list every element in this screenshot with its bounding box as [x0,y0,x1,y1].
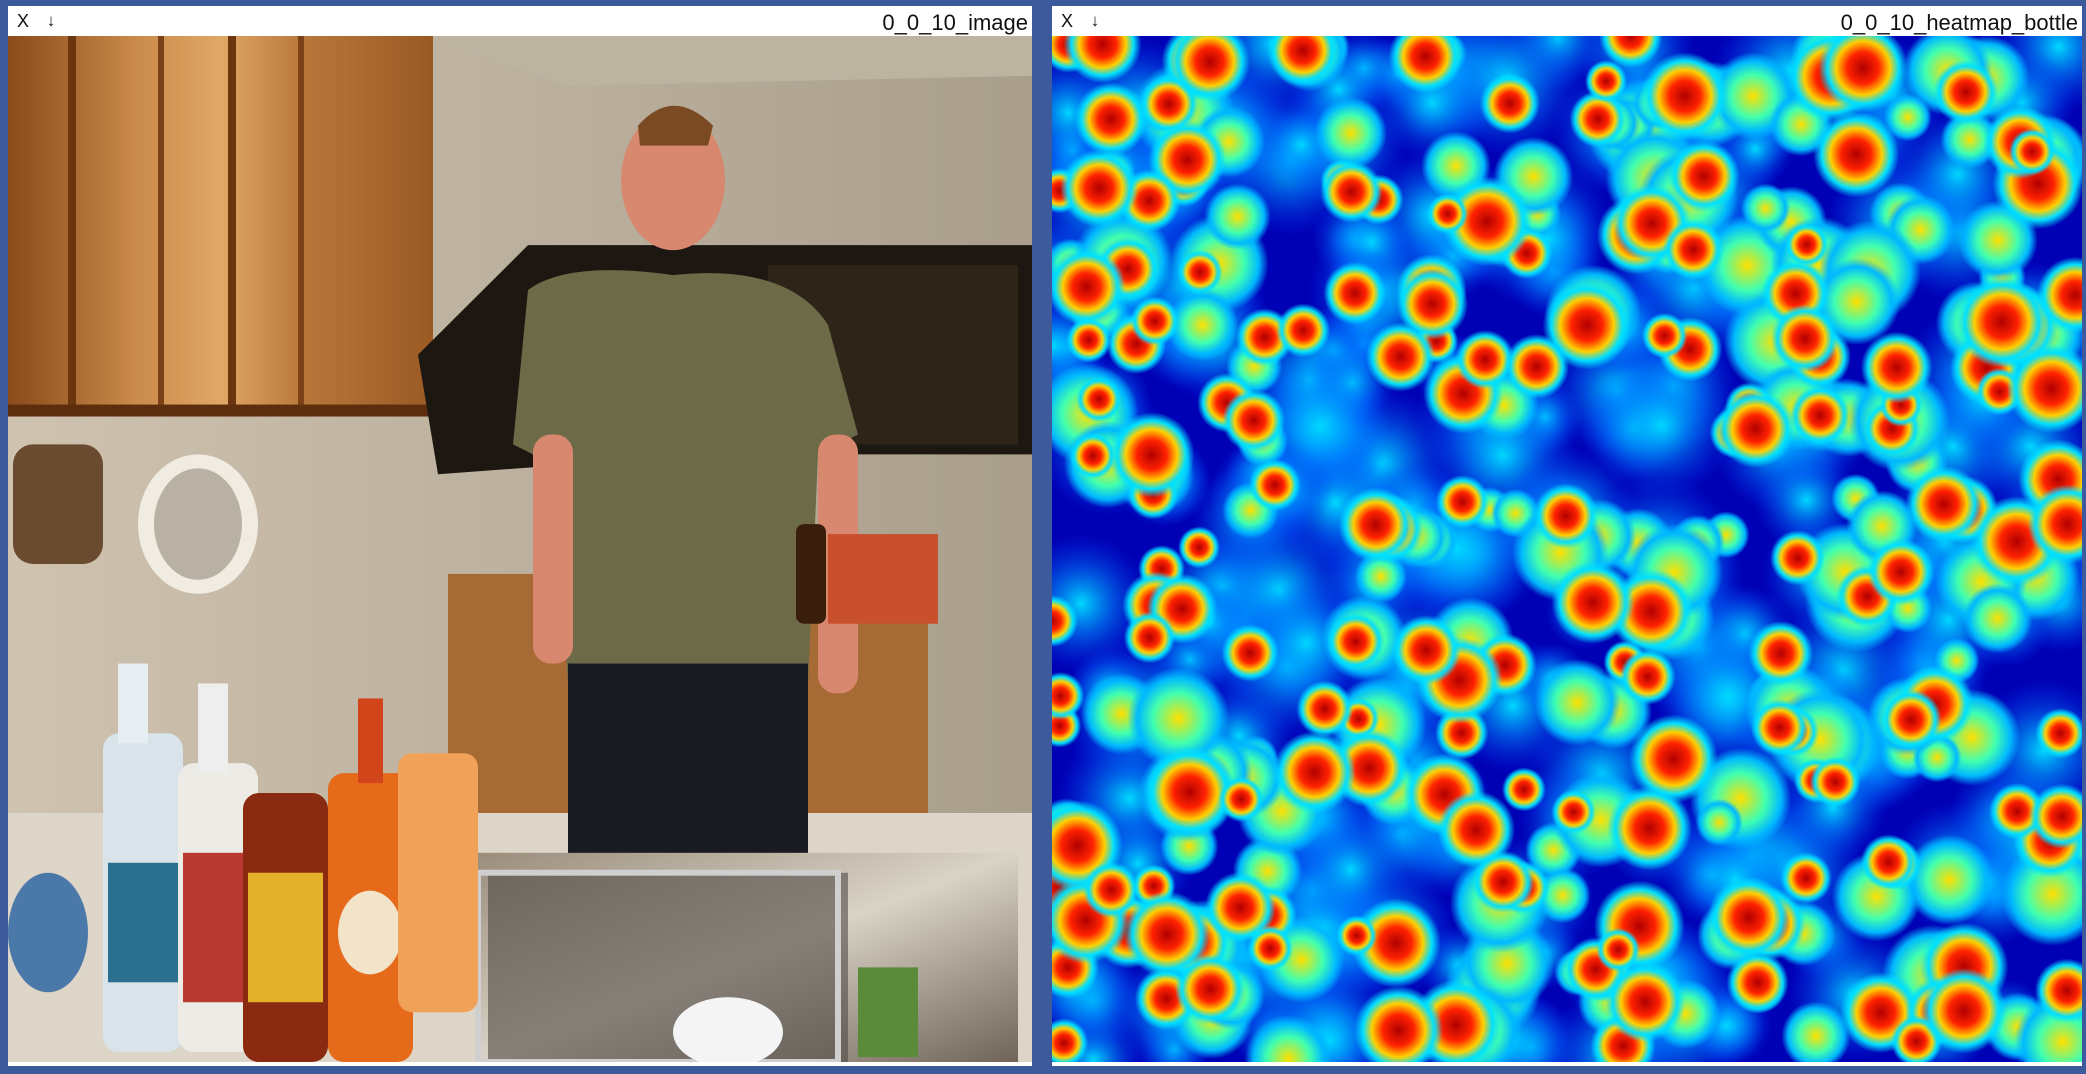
window-titlebar: X ↓ 0_0_10_image [8,6,1032,36]
bottle-heatmap [1052,36,2082,1062]
window-title: 0_0_10_heatmap_bottle [1840,10,2078,35]
close-button[interactable]: X [1060,10,1073,31]
save-button[interactable]: ↓ [1090,11,1100,30]
window-titlebar: X ↓ 0_0_10_heatmap_bottle [1052,6,2082,36]
heatmap-window: X ↓ 0_0_10_heatmap_bottle [1052,6,2082,1066]
kitchen-photo [8,36,1032,1062]
image-window: X ↓ 0_0_10_image [8,6,1032,1066]
window-title: 0_0_10_image [882,10,1028,35]
heatmap-view [1052,36,2082,1062]
save-button[interactable]: ↓ [46,11,56,30]
close-button[interactable]: X [16,10,29,31]
image-view [8,36,1032,1062]
